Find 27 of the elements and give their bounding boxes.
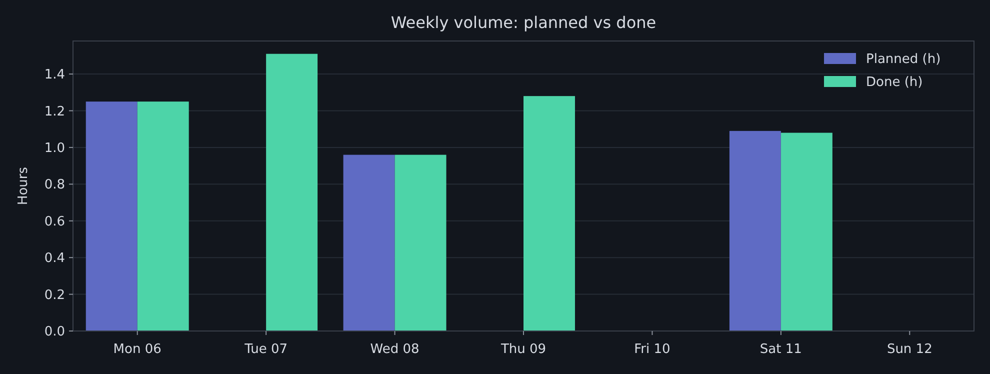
y-tick-label: 1.4	[44, 68, 65, 83]
y-tick-label: 1.0	[44, 141, 65, 156]
bar	[780, 132, 832, 331]
legend-label: Done (h)	[866, 75, 923, 90]
bar	[394, 154, 446, 331]
y-tick-label: 0.6	[44, 214, 65, 230]
x-tick-label: Sun 12	[886, 342, 932, 357]
y-tick-label: 1.2	[44, 104, 65, 120]
bar	[343, 154, 395, 331]
bar	[137, 102, 189, 331]
y-tick-label: 0.4	[44, 251, 65, 266]
x-tick-label: Sat 11	[760, 342, 802, 357]
x-tick-label: Fri 10	[634, 342, 670, 357]
legend-label: Planned (h)	[866, 52, 941, 67]
bar	[729, 130, 781, 331]
bar	[86, 102, 138, 331]
y-tick-label: 0.8	[44, 178, 65, 193]
x-tick-label: Tue 07	[244, 342, 288, 357]
x-tick-label: Thu 09	[500, 342, 546, 357]
y-tick-label: 0.0	[44, 324, 65, 340]
chart-title: Weekly volume: planned vs done	[390, 13, 656, 32]
bar	[524, 96, 575, 331]
y-axis-title: Hours	[16, 166, 31, 206]
x-tick-label: Mon 06	[113, 342, 162, 357]
x-tick-label: Wed 08	[370, 342, 420, 357]
y-tick-label: 0.2	[44, 288, 65, 303]
bar	[266, 54, 318, 331]
